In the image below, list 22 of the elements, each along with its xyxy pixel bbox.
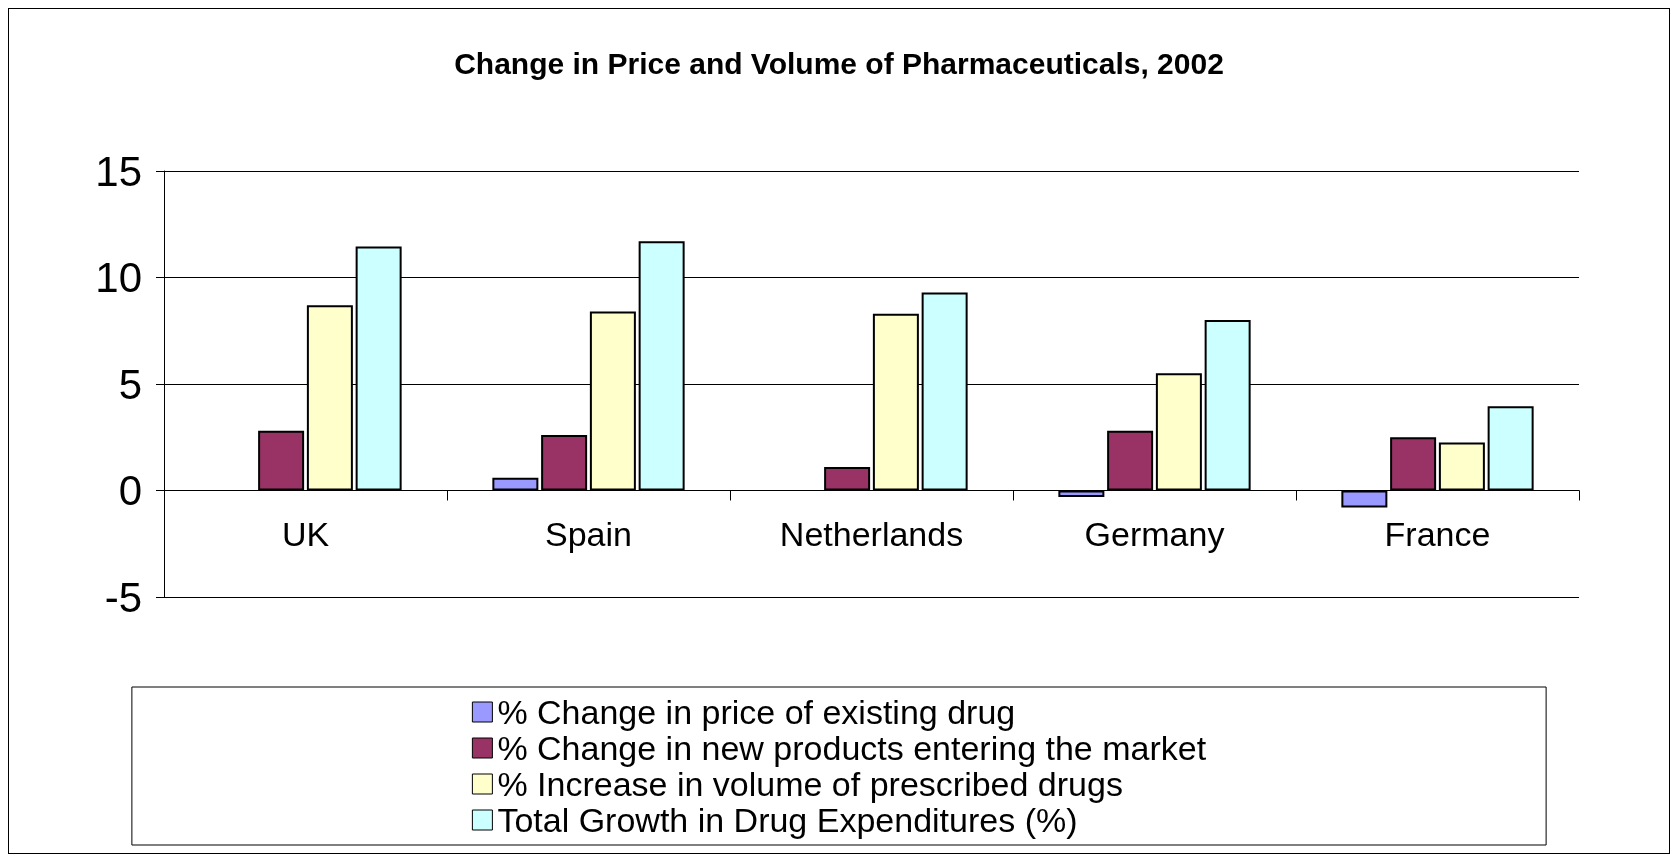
bar — [1058, 490, 1105, 497]
x-tick-label: Netherlands — [779, 515, 964, 553]
bar — [1390, 437, 1437, 491]
bar — [492, 477, 539, 491]
x-tick-label: UK — [281, 515, 330, 553]
y-tick-label: 10 — [95, 254, 142, 301]
bar — [1341, 490, 1388, 508]
x-tick-label: Germany — [1084, 515, 1225, 553]
legend-label: % Change in price of existing drug — [497, 693, 1016, 731]
x-tick-label: Spain — [545, 515, 632, 553]
y-tick-label: 15 — [95, 147, 142, 195]
bar — [824, 467, 871, 491]
bar — [541, 435, 588, 491]
bar — [258, 430, 305, 491]
chart-title: Change in Price and Volume of Pharmaceuticals, 2002 — [454, 46, 1224, 80]
y-tick-label: 0 — [118, 467, 142, 514]
bar — [1438, 442, 1485, 491]
x-tick-label: France — [1384, 515, 1491, 553]
bar — [1107, 430, 1154, 491]
y-tick-label: -5 — [104, 573, 142, 621]
bar — [1487, 406, 1534, 491]
y-tick-label: 5 — [118, 360, 142, 408]
